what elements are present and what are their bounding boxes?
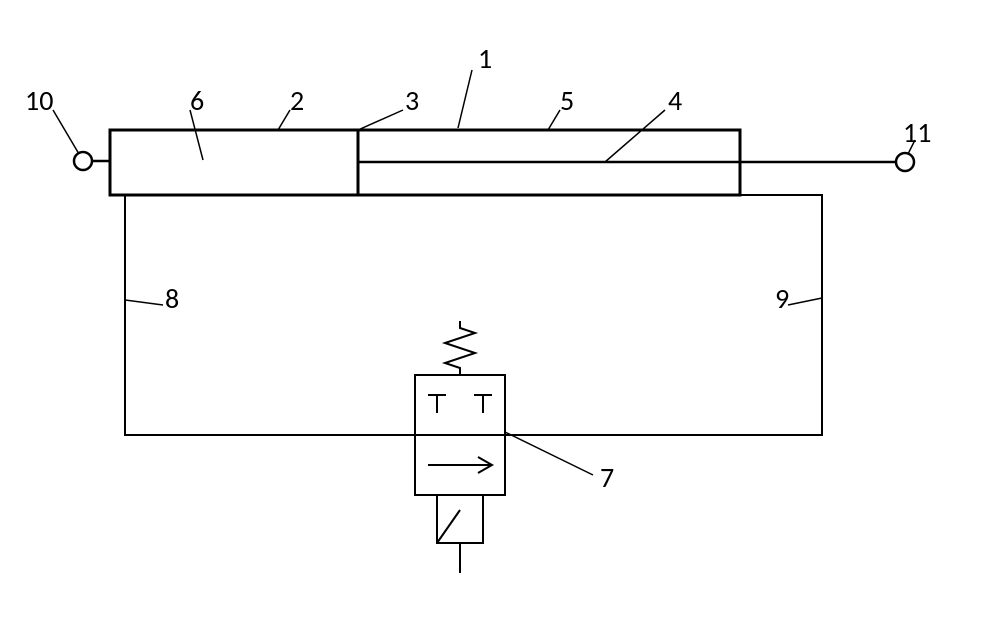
lead-10 (53, 110, 79, 154)
valve-actuator-diag (437, 510, 460, 543)
hinge-left (74, 152, 92, 170)
label-8: 8 (165, 281, 179, 316)
lead-1 (458, 70, 472, 128)
lead-9 (788, 298, 822, 305)
lead-3 (358, 110, 403, 130)
label-3: 3 (405, 83, 419, 118)
label-2: 2 (290, 83, 304, 118)
label-1: 1 (478, 41, 492, 76)
schematic-svg (0, 0, 1000, 637)
label-4: 4 (668, 83, 682, 118)
label-7: 7 (600, 460, 614, 495)
valve-cell-top (415, 375, 505, 435)
label-10: 10 (25, 83, 53, 118)
label-5: 5 (560, 83, 574, 118)
hinge-right (896, 153, 914, 171)
valve-spring (445, 321, 475, 375)
lead-4 (605, 110, 665, 162)
valve-actuator-body (437, 495, 483, 543)
lead-2 (278, 110, 290, 130)
lead-5 (548, 110, 560, 130)
lead-7 (505, 432, 593, 475)
label-11: 11 (903, 115, 931, 150)
label-6: 6 (190, 83, 204, 118)
lead-8 (125, 300, 163, 305)
label-9: 9 (775, 281, 789, 316)
